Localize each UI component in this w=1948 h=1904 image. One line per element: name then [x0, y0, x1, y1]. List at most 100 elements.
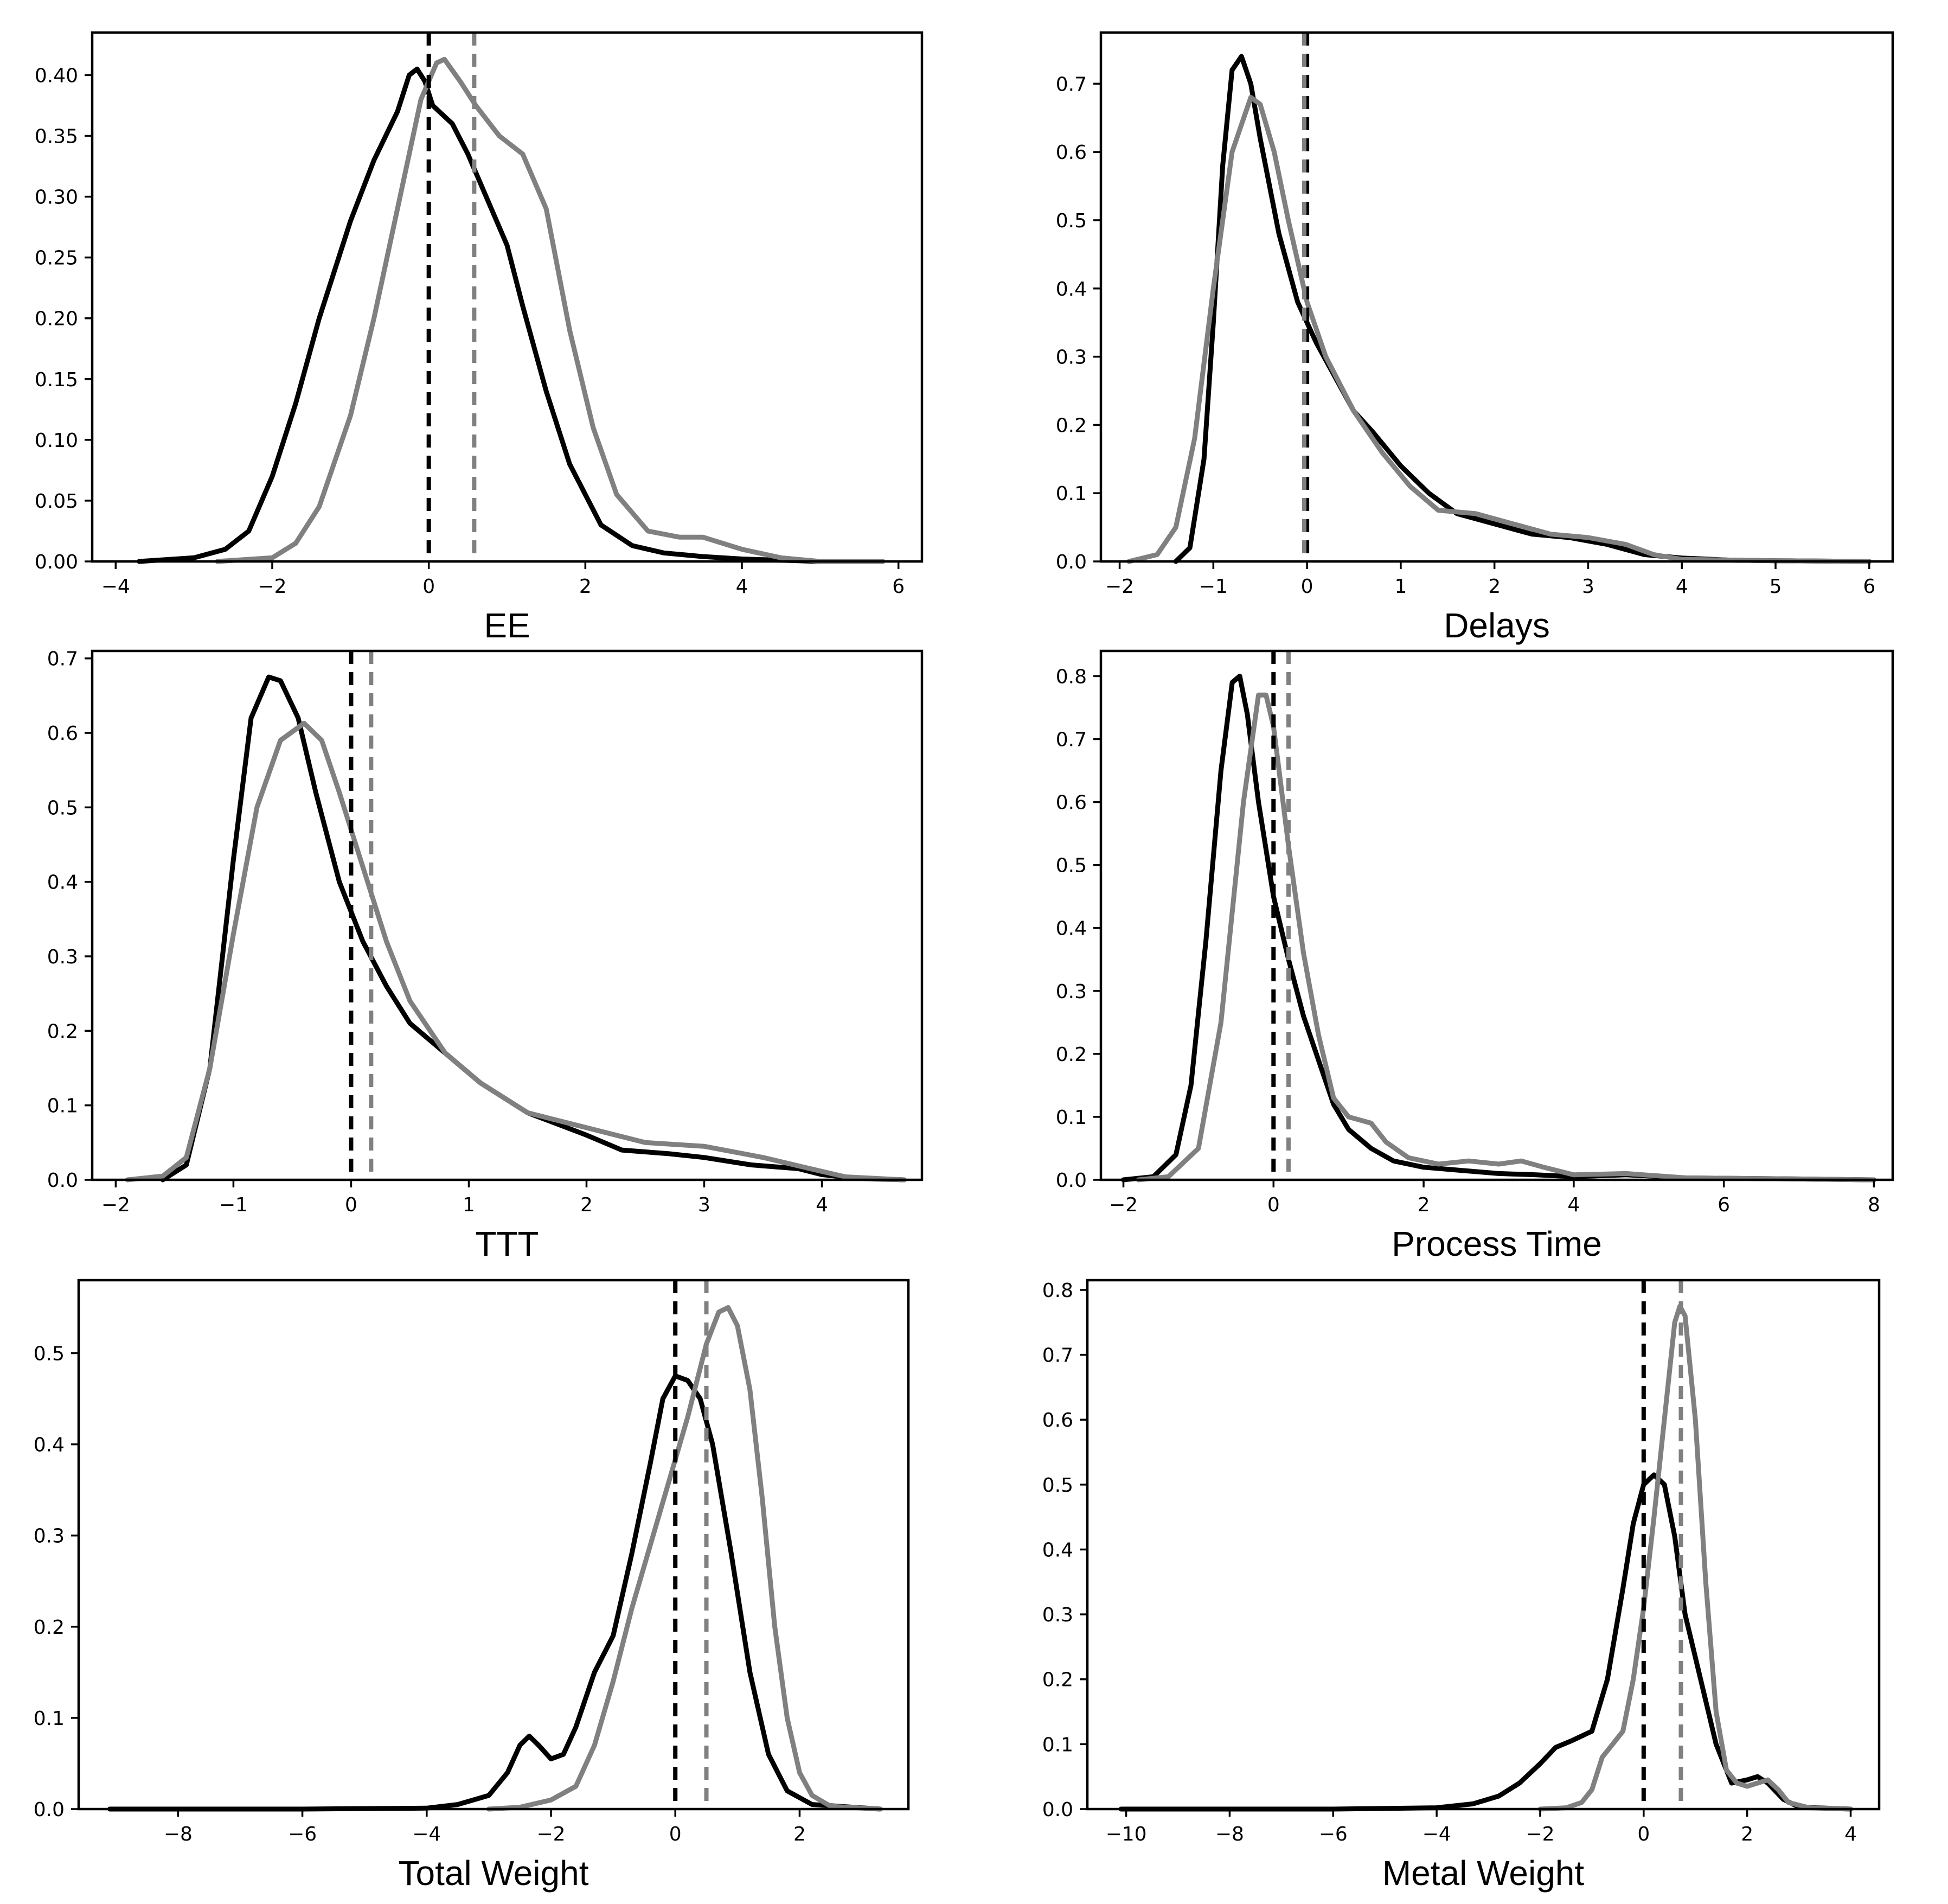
x-tick-label: 0 [422, 576, 435, 598]
x-tick-label: −1 [219, 1194, 248, 1216]
axes-frame [1099, 31, 1894, 563]
density-curve-2 [125, 720, 907, 1183]
y-tick-label: 0.1 [47, 1095, 78, 1117]
x-tick-label: −6 [1319, 1823, 1348, 1845]
y-tick-label: 0.2 [47, 1020, 78, 1043]
y-tick-label: 0.0 [1056, 551, 1087, 573]
density-curve-2 [1136, 692, 1876, 1183]
x-tick-label: −1 [1199, 576, 1228, 598]
x-tick-label: 1 [1394, 576, 1407, 598]
axes-frame [77, 1279, 910, 1811]
y-tick-label: 0.6 [1056, 142, 1087, 164]
x-tick-label: 0 [345, 1194, 357, 1216]
x-tick-label: −4 [101, 576, 130, 598]
y-tick-label: 0.4 [1056, 918, 1087, 940]
x-tick-label: 2 [1741, 1823, 1753, 1845]
x-axis-title: TTT [475, 1224, 539, 1263]
x-tick-label: 0 [1637, 1823, 1650, 1845]
x-tick-label: 3 [1582, 576, 1594, 598]
subplot-1: −4 −2 0 2 4 6 0.00 0.05 0.10 0.15 0.20 0.25 0.30 0.35… [35, 31, 924, 645]
y-tick-label: 0.0 [34, 1799, 65, 1821]
y-tick-label: 0.5 [34, 1343, 65, 1365]
y-tick-label: 0.4 [1042, 1539, 1073, 1561]
density-curve-1 [137, 66, 886, 564]
y-tick-label: 0.1 [1056, 483, 1087, 505]
y-tick-label: 0.1 [1042, 1734, 1073, 1756]
x-tick-label: −2 [1109, 1194, 1138, 1216]
x-tick-label: −8 [164, 1823, 193, 1845]
x-tick-label: 0 [669, 1823, 682, 1845]
x-tick-label: −2 [1526, 1823, 1554, 1845]
y-tick-label: 0.0 [1056, 1170, 1087, 1192]
subplot-grid: −4 −2 0 2 4 60.000.050.100.150.200.250.300.35… [34, 31, 1894, 1893]
x-axis-title: Total Weight [399, 1854, 589, 1893]
subplot-4: −2 0 2 4 6 8 0.0 0.1 0.2 0.3 0.4 0.5 0.6 0.7 0.8 Proces… [1056, 649, 1894, 1263]
y-tick-label: 0.0 [1042, 1799, 1073, 1821]
subplot-2: −2 −1 0 1 2 3 4 5 6 0.0 0.1 0.2 0.3 0.4 0.5 0.6 0.7 Delay… [1056, 31, 1894, 645]
x-tick-label: 0 [1267, 1194, 1280, 1216]
y-tick-label: 0.25 [35, 247, 78, 270]
y-tick-label: 0.2 [34, 1617, 65, 1639]
y-tick-label: 0.3 [47, 946, 78, 968]
x-tick-label: −6 [288, 1823, 317, 1845]
axes-frame [1086, 1279, 1881, 1811]
y-tick-label: 0.35 [35, 126, 78, 148]
x-tick-label: −4 [412, 1823, 441, 1845]
x-axis-title: EE [484, 606, 530, 645]
x-tick-label: 4 [736, 576, 748, 598]
y-tick-label: 0.3 [1042, 1604, 1073, 1626]
y-tick-label: 0.5 [1056, 210, 1087, 232]
subplot-6: −10 −8 −6 −4 −2 0 2 4 0.0 0.1 0.2 0.3 0.4 0.5 0.6 0.7 0.… [1042, 1279, 1881, 1893]
y-tick-label: 0.1 [1056, 1107, 1087, 1129]
density-curve-1 [1121, 673, 1876, 1183]
x-tick-label: 1 [463, 1194, 475, 1216]
x-tick-label: 6 [1718, 1194, 1730, 1216]
y-tick-label: 0.05 [35, 490, 78, 513]
x-axis-title: Process Time [1392, 1224, 1602, 1263]
x-tick-label: 6 [1863, 576, 1875, 598]
x-tick-label: 0 [1301, 576, 1313, 598]
y-tick-label: 0.2 [1042, 1669, 1073, 1691]
y-tick-label: 0.5 [1056, 855, 1087, 877]
y-tick-label: 0.5 [47, 797, 78, 819]
y-tick-label: 0.4 [34, 1434, 65, 1456]
subplot-3: −2 −1 0 1 2 3 4 0.0 0.1 0.2 0.3 0.4 0.5 0.6 0.7 TTT [47, 648, 924, 1263]
y-tick-label: 0.1 [34, 1708, 65, 1730]
x-tick-label: −8 [1215, 1823, 1244, 1845]
x-tick-label: −10 [1106, 1823, 1147, 1845]
x-tick-label: 2 [1418, 1194, 1430, 1216]
density-curve-2 [1126, 95, 1872, 564]
y-tick-label: 0.8 [1042, 1280, 1073, 1302]
x-tick-label: −4 [1422, 1823, 1451, 1845]
y-tick-label: 0.4 [1056, 278, 1087, 301]
density-curve-1 [1118, 1472, 1853, 1812]
y-tick-label: 0.10 [35, 430, 78, 452]
density-curve-2 [486, 1305, 883, 1812]
y-tick-label: 0.4 [47, 872, 78, 894]
y-tick-label: 0.3 [1056, 981, 1087, 1003]
x-tick-label: 6 [892, 576, 905, 598]
y-tick-label: 0.3 [34, 1525, 65, 1548]
y-tick-label: 0.2 [1056, 414, 1087, 437]
x-tick-label: 4 [1676, 576, 1688, 598]
x-tick-label: −2 [536, 1823, 565, 1845]
y-tick-label: 0.5 [1042, 1474, 1073, 1497]
density-curve-1 [107, 1373, 883, 1812]
axes-frame [91, 649, 924, 1181]
y-tick-label: 0.30 [35, 187, 78, 209]
x-tick-label: 3 [698, 1194, 710, 1216]
x-axis-title: Delays [1444, 606, 1550, 645]
y-tick-label: 0.7 [1056, 729, 1087, 751]
y-tick-label: 0.00 [35, 551, 78, 573]
y-tick-label: 0.8 [1056, 666, 1087, 688]
subplot-5: −8 −6 −4 −2 0 2 0.0 0.1 0.2 0.3 0.4 0.5 Total Weight [34, 1279, 910, 1893]
y-tick-label: 0.6 [1042, 1409, 1073, 1432]
x-tick-label: 2 [580, 1194, 593, 1216]
y-tick-label: 0.20 [35, 308, 78, 330]
x-tick-label: 5 [1770, 576, 1782, 598]
x-tick-label: 8 [1868, 1194, 1880, 1216]
y-tick-label: 0.6 [1056, 792, 1087, 814]
x-tick-label: −2 [258, 576, 286, 598]
